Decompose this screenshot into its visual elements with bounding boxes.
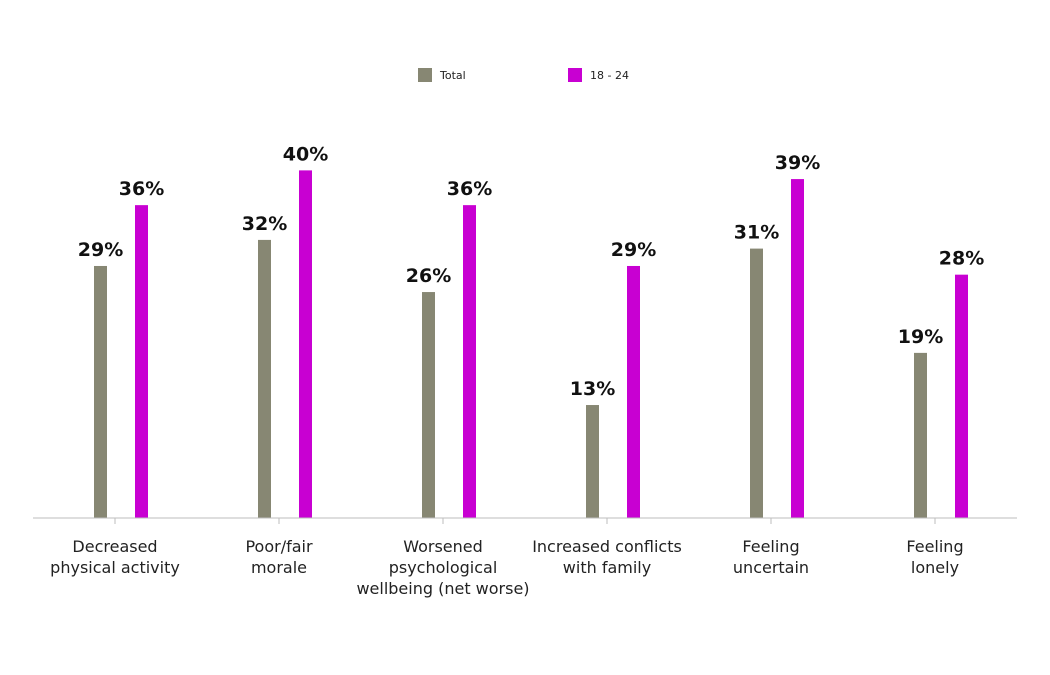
bars-group: [94, 170, 968, 519]
category-label-increased-conflicts-with-family: Increased conflicts with family: [532, 537, 682, 577]
value-label-total-feeling-uncertain: 31%: [734, 222, 779, 244]
bar-total-decreased-physical-activity: [94, 265, 107, 518]
category-label-feeling-uncertain: Feeling uncertain: [733, 537, 809, 577]
bar-18-24-increased-conflicts-with-family: [627, 265, 640, 518]
value-labels-group: 29% 36% 32% 40% 26% 36% 13% 29% 31% 39% 19% 28%: [78, 143, 984, 400]
value-label-18-24-increased-conflicts-with-family: 29%: [611, 239, 656, 261]
bar-total-feeling-uncertain: [750, 248, 763, 518]
bar-total-increased-conflicts-with-family: [586, 405, 599, 518]
bar-total-feeling-lonely: [914, 352, 927, 518]
bar-total-worsened-psychological-wellbeing-net-worse: [422, 292, 435, 518]
value-label-18-24-feeling-uncertain: 39%: [775, 152, 820, 174]
category-label-decreased-physical-activity: Decreased physical activity: [50, 537, 180, 577]
category-label-feeling-lonely: Feeling lonely: [906, 537, 963, 577]
legend-label-18-24: 18 - 24: [590, 69, 629, 82]
bar-18-24-feeling-uncertain: [791, 179, 804, 519]
value-label-18-24-worsened-psychological-wellbeing-net-worse: 36%: [447, 178, 492, 200]
value-label-18-24-poor-fair-morale: 40%: [283, 143, 328, 165]
value-label-total-worsened-psychological-wellbeing-net-worse: 26%: [406, 265, 451, 287]
value-label-18-24-feeling-lonely: 28%: [939, 248, 984, 270]
category-label-worsened-psychological-wellbeing-net-worse: Worsened psychological wellbeing (net wors…: [356, 537, 529, 598]
bar-18-24-decreased-physical-activity: [135, 205, 148, 518]
value-label-total-feeling-lonely: 19%: [898, 326, 943, 348]
bar-18-24-feeling-lonely: [955, 274, 968, 518]
legend-swatch-total: [418, 68, 432, 82]
value-label-total-poor-fair-morale: 32%: [242, 213, 287, 235]
legend-swatch-18-24: [568, 68, 582, 82]
bar-18-24-poor-fair-morale: [299, 170, 312, 518]
bar-18-24-worsened-psychological-wellbeing-net-worse: [463, 205, 476, 518]
bar-total-poor-fair-morale: [258, 239, 271, 518]
value-label-total-decreased-physical-activity: 29%: [78, 239, 123, 261]
value-label-total-increased-conflicts-with-family: 13%: [570, 378, 615, 400]
category-label-poor-fair-morale: Poor/fair morale: [245, 537, 313, 577]
legend: Total 18 - 24: [418, 68, 629, 82]
value-label-18-24-decreased-physical-activity: 36%: [119, 178, 164, 200]
x-axis-ticks: [114, 518, 936, 524]
category-labels-group: Decreased physical activity Poor/fair moral…: [50, 537, 963, 598]
legend-label-total: Total: [439, 69, 466, 82]
